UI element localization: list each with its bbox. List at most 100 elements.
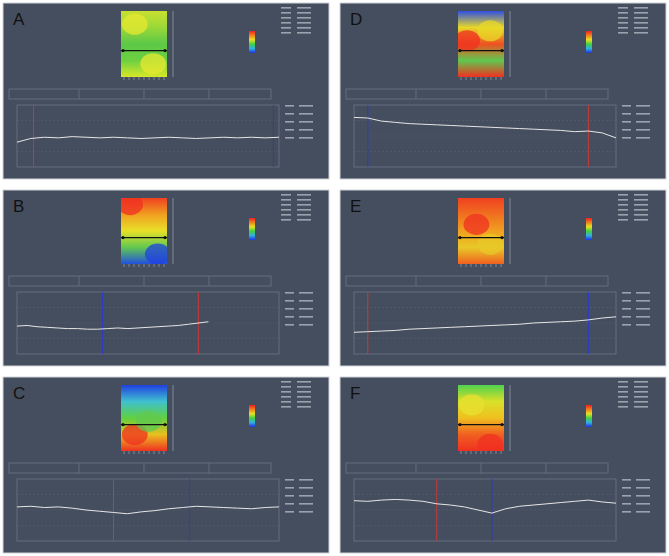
plot-data	[354, 292, 616, 354]
background-rule	[354, 136, 616, 137]
info-line	[634, 396, 648, 398]
colorbar	[249, 218, 255, 240]
info-line	[281, 396, 291, 398]
image-tick	[159, 451, 160, 454]
heatmap-base	[121, 11, 167, 77]
profile-line	[354, 499, 616, 513]
info-line	[281, 32, 291, 34]
background-rule	[17, 120, 279, 121]
image-tick	[496, 77, 497, 80]
profile-path	[121, 50, 167, 51]
info-line	[636, 511, 650, 513]
info-line	[285, 121, 294, 123]
profile-end	[500, 49, 503, 52]
heatmap-patch	[477, 20, 503, 41]
info-line	[622, 479, 631, 481]
profile-line	[17, 137, 279, 143]
profile-end	[163, 236, 166, 239]
info-line	[634, 204, 648, 206]
image-tick	[154, 451, 155, 454]
panel-background	[3, 3, 329, 179]
info-line	[281, 219, 291, 221]
image-tick	[134, 77, 135, 80]
table-strip	[9, 276, 271, 286]
image-tick	[144, 264, 145, 267]
profile-line	[354, 317, 616, 333]
info-line	[297, 209, 311, 211]
image-tick	[461, 264, 462, 267]
panel-letter: B	[13, 197, 24, 216]
info-line	[281, 381, 291, 383]
image-tick	[491, 451, 492, 454]
image-tick	[471, 77, 472, 80]
heatmap-patch	[140, 53, 166, 74]
table-strip	[346, 89, 608, 99]
info-line	[636, 129, 650, 131]
table-divider	[79, 89, 80, 99]
profile-line	[17, 322, 208, 329]
info-line	[636, 137, 650, 139]
info-line	[281, 209, 291, 211]
info-line	[634, 406, 648, 408]
info-line	[622, 137, 631, 139]
info-line	[634, 214, 648, 216]
table-divider	[546, 463, 547, 473]
plot-frame	[17, 479, 279, 541]
panel-background	[340, 377, 666, 553]
image-tick	[149, 77, 150, 80]
info-line	[297, 204, 311, 206]
table-strip	[9, 463, 271, 473]
heatmap-patch	[122, 14, 148, 35]
image-tick	[144, 77, 145, 80]
image-tick	[164, 77, 165, 80]
info-line	[281, 27, 291, 29]
image-tick	[149, 451, 150, 454]
info-line	[285, 292, 294, 294]
plot-frame	[17, 105, 279, 167]
info-line	[622, 503, 631, 505]
profile-end	[163, 423, 166, 426]
image-scale	[173, 11, 174, 77]
image-tick	[139, 77, 140, 80]
info-line	[618, 204, 628, 206]
info-line	[299, 316, 313, 318]
panel-letter: E	[350, 197, 361, 216]
info-line	[285, 308, 294, 310]
info-line	[299, 105, 313, 107]
info-line	[299, 324, 313, 326]
image-scale	[173, 198, 174, 264]
info-line	[634, 7, 648, 9]
table-divider	[209, 89, 210, 99]
info-line	[636, 300, 650, 302]
info-line	[622, 121, 631, 123]
image-tick	[476, 77, 477, 80]
background-rule	[17, 510, 279, 511]
info-line	[297, 396, 311, 398]
background-rule	[17, 307, 279, 308]
info-line	[618, 391, 628, 393]
profile-end	[458, 236, 461, 239]
table-divider	[416, 89, 417, 99]
heatmap	[458, 11, 504, 77]
cursor	[189, 479, 190, 541]
info-line	[297, 401, 311, 403]
profile-end	[121, 49, 124, 52]
image-scale	[510, 11, 511, 77]
heatmap	[121, 11, 167, 77]
info-line	[634, 391, 648, 393]
image-scale	[173, 385, 174, 451]
table-divider	[144, 276, 145, 286]
panel: D	[340, 3, 666, 179]
panel: C	[3, 377, 329, 553]
image-tick	[501, 264, 502, 267]
info-line	[285, 479, 294, 481]
profile-end	[121, 423, 124, 426]
image-tick	[466, 451, 467, 454]
info-line	[281, 406, 291, 408]
table-strip	[346, 463, 608, 473]
info-line	[285, 511, 294, 513]
plot-data	[17, 292, 208, 354]
image-tick	[144, 451, 145, 454]
info-line	[297, 32, 311, 34]
info-line	[618, 386, 628, 388]
